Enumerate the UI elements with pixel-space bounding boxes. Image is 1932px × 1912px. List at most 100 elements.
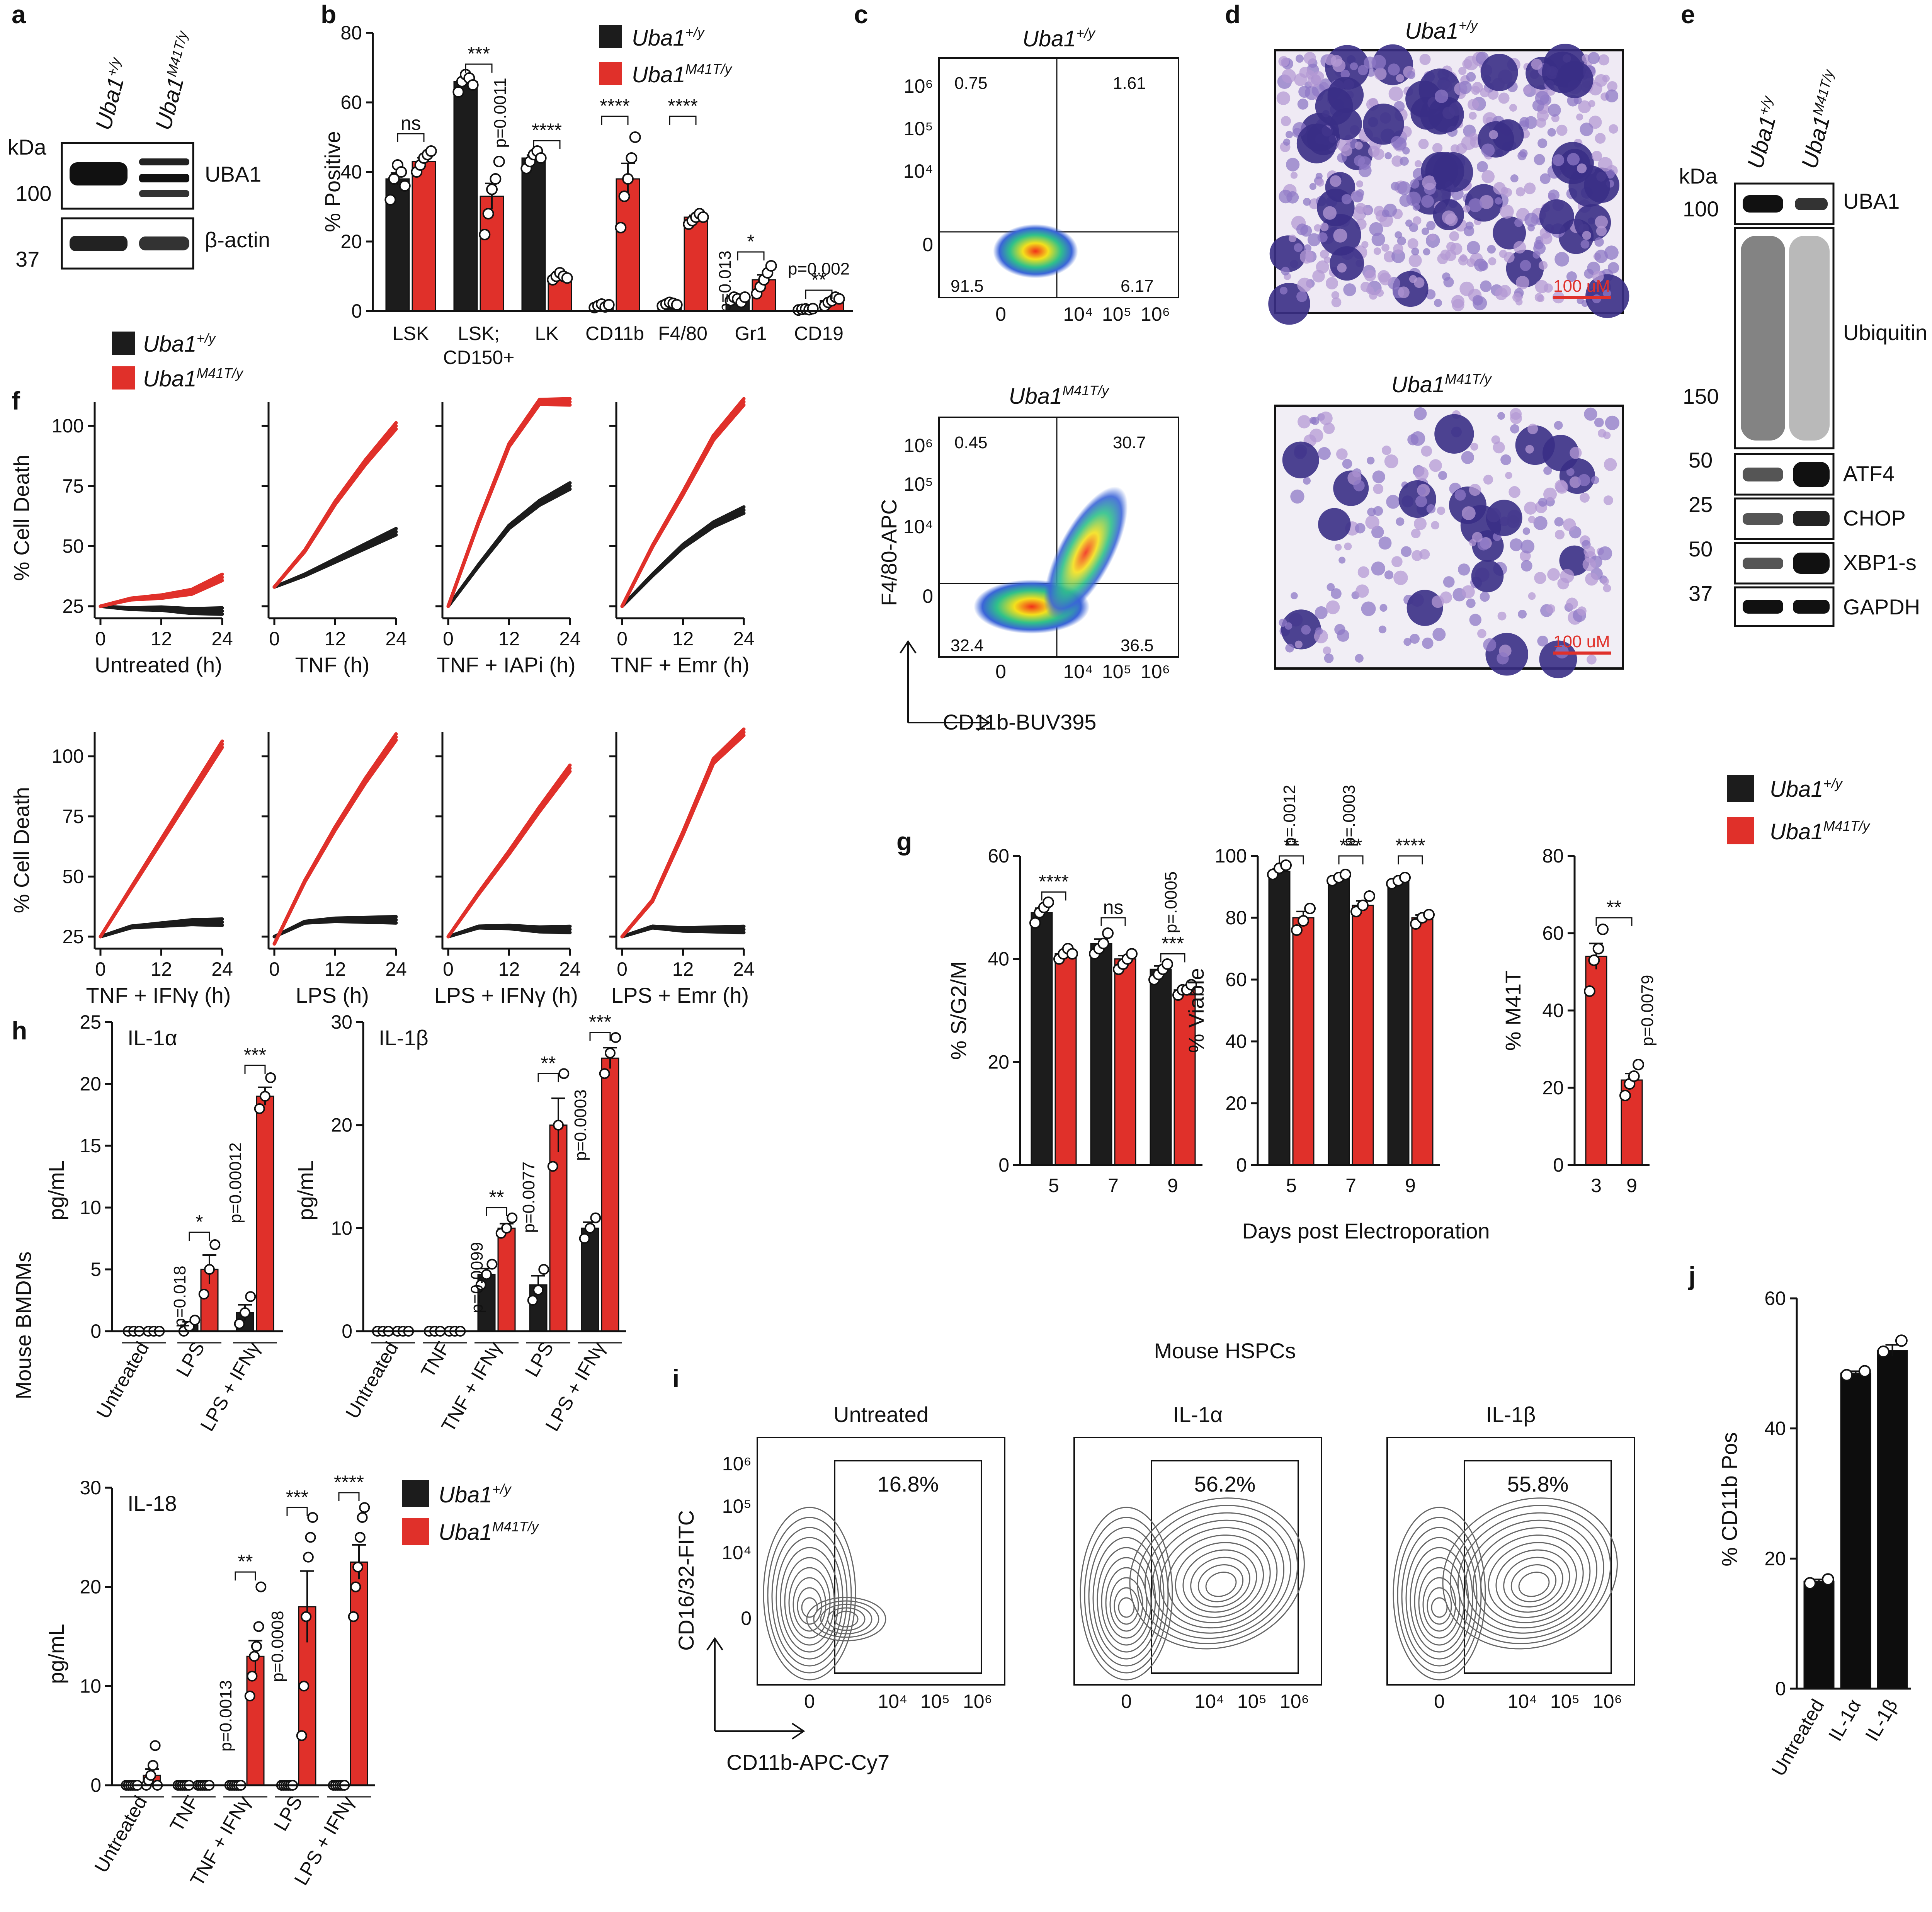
h2-point bbox=[585, 1223, 595, 1234]
legend-swatch-mut bbox=[599, 62, 622, 85]
g1-xtick-label: 7 bbox=[1108, 1175, 1119, 1196]
d-cell bbox=[1409, 275, 1417, 283]
i-contour bbox=[801, 1597, 818, 1618]
lane-label-wt: Uba1+/y bbox=[90, 55, 134, 133]
f-ytick-label: 75 bbox=[62, 475, 84, 497]
d-cell bbox=[1520, 539, 1535, 554]
i-plots: Untreated 16.8% 10⁶ 10⁵ 10⁴ 0 0 10⁴ 10⁵ 10⁶ IL-1α 5… bbox=[722, 1402, 1635, 1712]
b-point bbox=[626, 152, 638, 164]
d-cell bbox=[1281, 69, 1296, 83]
h2-bar bbox=[497, 1227, 516, 1332]
e-band-xbp1-mut bbox=[1793, 553, 1830, 574]
legend-swatch-wt bbox=[599, 25, 622, 48]
g3-xtick-label: 3 bbox=[1591, 1175, 1602, 1196]
d-cell bbox=[1469, 614, 1481, 626]
d-cell bbox=[1432, 595, 1444, 608]
f-ytick-label: 25 bbox=[62, 926, 84, 947]
d-cell bbox=[1383, 203, 1397, 217]
d-cell bbox=[1384, 570, 1394, 580]
h2-sig-label: *** bbox=[589, 1011, 611, 1033]
d-cell bbox=[1514, 218, 1523, 227]
i-xtick-label: 10⁵ bbox=[920, 1691, 950, 1712]
b-sig-bracket bbox=[533, 140, 561, 149]
h3-point bbox=[253, 1621, 264, 1632]
d-cell bbox=[1421, 446, 1432, 457]
i-contour-pos bbox=[1190, 1556, 1250, 1608]
d-cell bbox=[1410, 634, 1420, 644]
d-cell bbox=[1461, 451, 1474, 464]
c-mut-ytick-6: 10⁶ bbox=[904, 435, 933, 456]
f-ytick-label: 50 bbox=[62, 535, 84, 557]
h3-point bbox=[298, 1681, 310, 1692]
d-cell bbox=[1466, 258, 1476, 267]
h3-ytick-label: 0 bbox=[90, 1774, 101, 1796]
d-cell bbox=[1307, 233, 1321, 247]
g-ylabel: % M41T bbox=[1501, 970, 1525, 1051]
h1-point bbox=[265, 1072, 276, 1083]
f-line-mut bbox=[446, 400, 572, 608]
e-lane-wt: Uba1+/y bbox=[1742, 94, 1786, 172]
d-cell bbox=[1577, 606, 1587, 616]
b-point bbox=[493, 156, 505, 167]
d-cell bbox=[1554, 529, 1565, 539]
i-xtick-label: 10⁶ bbox=[1593, 1691, 1622, 1712]
e-band-uba1-wt bbox=[1743, 195, 1783, 213]
d-cell bbox=[1554, 252, 1569, 267]
h2-ytick-label: 30 bbox=[331, 1011, 352, 1033]
d-cell bbox=[1395, 231, 1402, 239]
f-xtick-label: 12 bbox=[325, 958, 346, 980]
h1-bar bbox=[256, 1095, 274, 1332]
g2-sig-label: *** bbox=[1340, 835, 1362, 856]
g1-sig-bracket bbox=[1041, 891, 1066, 901]
d-cell bbox=[1313, 71, 1324, 82]
d-cell bbox=[1421, 195, 1434, 208]
g2-ytick-label: 60 bbox=[1225, 969, 1247, 990]
h3-point bbox=[352, 1562, 364, 1573]
i-contour-pos bbox=[1465, 1519, 1597, 1634]
d-cell bbox=[1296, 291, 1308, 302]
g2-sig-bracket bbox=[1279, 855, 1304, 864]
h2-sig-bracket bbox=[537, 1073, 559, 1082]
h3-xtick-label: LPS bbox=[270, 1792, 307, 1835]
d-cell bbox=[1318, 508, 1351, 541]
d-cell bbox=[1458, 81, 1472, 94]
d-cell bbox=[1481, 170, 1495, 184]
d-cell bbox=[1323, 422, 1335, 434]
g-legend-swatch-mut bbox=[1727, 817, 1754, 844]
d-cell bbox=[1367, 507, 1376, 517]
e-smear-wt bbox=[1741, 236, 1785, 441]
e-marker-50b: 50 bbox=[1689, 537, 1713, 561]
b-ytick-label: 80 bbox=[340, 22, 362, 44]
d-cell bbox=[1437, 253, 1448, 264]
f-subplot-xlabel: LPS + Emr (h) bbox=[611, 983, 749, 1007]
f-line-mut bbox=[620, 733, 746, 939]
d-cell bbox=[1552, 154, 1565, 166]
f-xtick-label: 0 bbox=[95, 958, 106, 980]
b-xtick-label: LSK bbox=[393, 323, 429, 344]
h2-xtick-label: Untreated bbox=[341, 1338, 402, 1422]
d-cell bbox=[1582, 231, 1591, 240]
h-ylabel-18: pg/mL bbox=[44, 1624, 68, 1684]
f-ylabel-bottom: % Cell Death bbox=[9, 787, 34, 913]
b-point bbox=[615, 222, 627, 233]
e-label-uba1: UBA1 bbox=[1843, 189, 1900, 213]
d-cell bbox=[1393, 243, 1403, 254]
c-wt-xtick-6: 10⁶ bbox=[1141, 303, 1170, 325]
i-contour bbox=[1427, 1587, 1452, 1625]
f-xtick-label: 0 bbox=[443, 958, 454, 980]
h3-sig-label: **** bbox=[334, 1471, 364, 1493]
d-cell bbox=[1480, 54, 1518, 91]
d-cell bbox=[1417, 487, 1426, 495]
d-cell bbox=[1576, 113, 1583, 121]
b-point bbox=[739, 291, 751, 303]
e-marker-150: 150 bbox=[1683, 384, 1719, 408]
d-cell bbox=[1297, 99, 1309, 110]
d-cell bbox=[1605, 89, 1619, 103]
d-cell bbox=[1489, 130, 1498, 139]
marker-37: 37 bbox=[15, 247, 39, 271]
g1-point bbox=[1102, 927, 1114, 939]
i-ytick-label: 10⁵ bbox=[722, 1495, 752, 1517]
d-title-wt: Uba1+/y bbox=[1405, 17, 1478, 44]
d-cell bbox=[1540, 173, 1551, 184]
